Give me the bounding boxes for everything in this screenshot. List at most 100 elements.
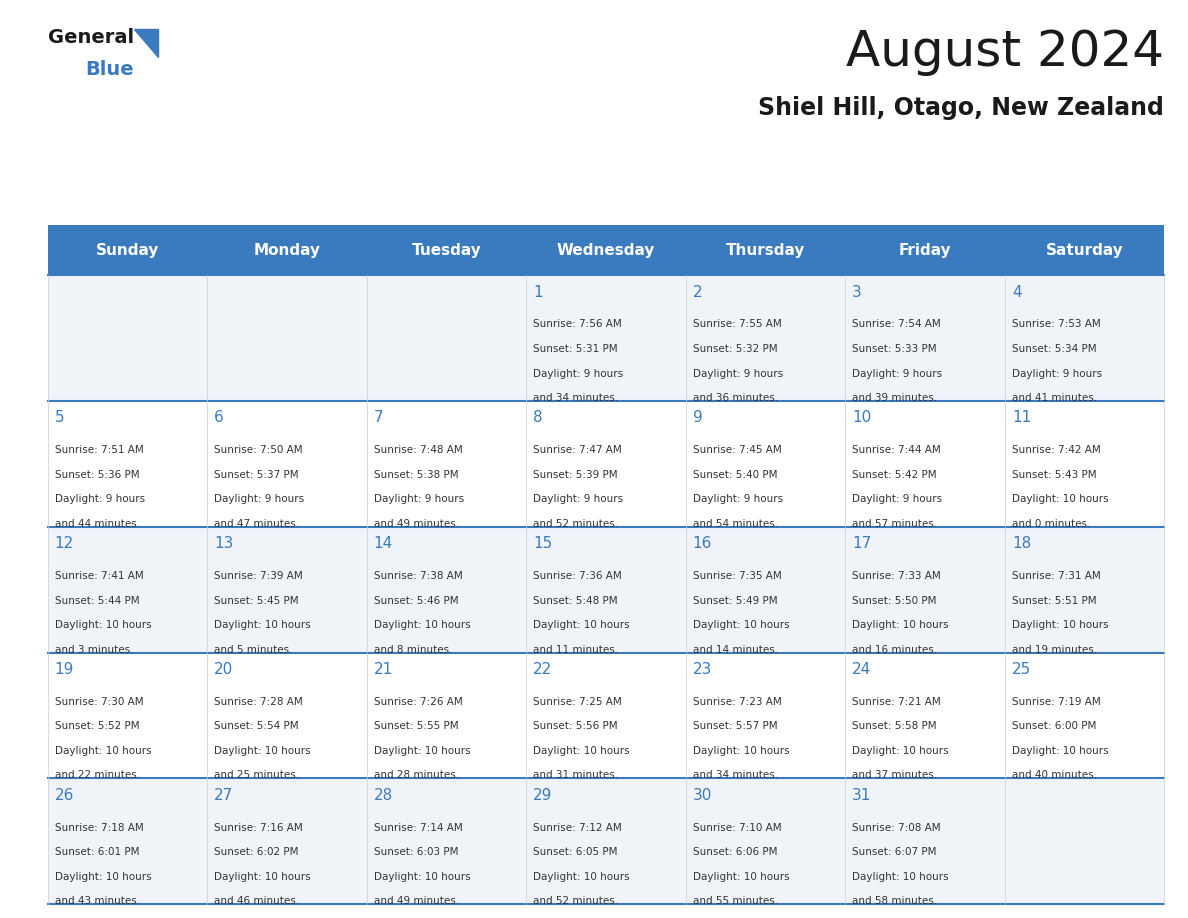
- Text: Daylight: 10 hours: Daylight: 10 hours: [214, 871, 311, 881]
- FancyBboxPatch shape: [367, 653, 526, 778]
- Text: and 43 minutes.: and 43 minutes.: [55, 896, 140, 906]
- Text: and 54 minutes.: and 54 minutes.: [693, 519, 778, 529]
- FancyBboxPatch shape: [48, 275, 207, 401]
- Text: Sunset: 5:34 PM: Sunset: 5:34 PM: [1012, 344, 1097, 354]
- FancyBboxPatch shape: [685, 653, 845, 778]
- Text: and 14 minutes.: and 14 minutes.: [693, 644, 778, 655]
- FancyBboxPatch shape: [526, 401, 685, 527]
- FancyBboxPatch shape: [1005, 778, 1164, 904]
- Text: Sunrise: 7:54 AM: Sunrise: 7:54 AM: [852, 319, 941, 330]
- Text: Sunset: 6:02 PM: Sunset: 6:02 PM: [214, 847, 298, 857]
- Text: 20: 20: [214, 662, 233, 677]
- FancyBboxPatch shape: [526, 527, 685, 653]
- FancyBboxPatch shape: [1005, 401, 1164, 527]
- Text: Daylight: 10 hours: Daylight: 10 hours: [533, 620, 630, 630]
- Text: 23: 23: [693, 662, 712, 677]
- FancyBboxPatch shape: [1005, 275, 1164, 401]
- Text: Sunday: Sunday: [95, 242, 159, 258]
- Text: and 39 minutes.: and 39 minutes.: [852, 393, 937, 403]
- Text: 4: 4: [1012, 285, 1022, 299]
- Text: Sunrise: 7:51 AM: Sunrise: 7:51 AM: [55, 445, 144, 455]
- Text: Sunrise: 7:33 AM: Sunrise: 7:33 AM: [852, 571, 941, 581]
- Text: Sunrise: 7:36 AM: Sunrise: 7:36 AM: [533, 571, 623, 581]
- Text: Sunrise: 7:41 AM: Sunrise: 7:41 AM: [55, 571, 144, 581]
- Text: Sunset: 6:07 PM: Sunset: 6:07 PM: [852, 847, 937, 857]
- FancyBboxPatch shape: [845, 653, 1005, 778]
- Text: Sunset: 5:56 PM: Sunset: 5:56 PM: [533, 722, 618, 732]
- Text: Sunrise: 7:19 AM: Sunrise: 7:19 AM: [1012, 697, 1100, 707]
- Text: 22: 22: [533, 662, 552, 677]
- Text: and 52 minutes.: and 52 minutes.: [533, 896, 619, 906]
- Text: Sunset: 5:52 PM: Sunset: 5:52 PM: [55, 722, 139, 732]
- Text: Daylight: 9 hours: Daylight: 9 hours: [214, 494, 304, 504]
- Text: and 3 minutes.: and 3 minutes.: [55, 644, 133, 655]
- Text: Sunrise: 7:18 AM: Sunrise: 7:18 AM: [55, 823, 144, 833]
- Text: Sunrise: 7:25 AM: Sunrise: 7:25 AM: [533, 697, 623, 707]
- Text: and 28 minutes.: and 28 minutes.: [374, 770, 459, 780]
- Text: and 34 minutes.: and 34 minutes.: [533, 393, 619, 403]
- FancyBboxPatch shape: [526, 778, 685, 904]
- Text: Daylight: 10 hours: Daylight: 10 hours: [693, 620, 789, 630]
- FancyBboxPatch shape: [845, 778, 1005, 904]
- Text: Daylight: 10 hours: Daylight: 10 hours: [1012, 745, 1108, 756]
- Text: Sunset: 5:32 PM: Sunset: 5:32 PM: [693, 344, 777, 354]
- Text: Sunrise: 7:38 AM: Sunrise: 7:38 AM: [374, 571, 462, 581]
- Text: and 25 minutes.: and 25 minutes.: [214, 770, 299, 780]
- Text: Daylight: 10 hours: Daylight: 10 hours: [693, 745, 789, 756]
- Text: Daylight: 10 hours: Daylight: 10 hours: [374, 620, 470, 630]
- Text: Sunset: 5:57 PM: Sunset: 5:57 PM: [693, 722, 777, 732]
- Text: Sunset: 5:58 PM: Sunset: 5:58 PM: [852, 722, 937, 732]
- Text: Daylight: 10 hours: Daylight: 10 hours: [852, 620, 949, 630]
- Text: and 46 minutes.: and 46 minutes.: [214, 896, 299, 906]
- Text: 21: 21: [374, 662, 393, 677]
- Text: Sunset: 6:00 PM: Sunset: 6:00 PM: [1012, 722, 1097, 732]
- Text: and 22 minutes.: and 22 minutes.: [55, 770, 140, 780]
- Text: 7: 7: [374, 410, 384, 425]
- Text: Sunset: 5:43 PM: Sunset: 5:43 PM: [1012, 470, 1097, 480]
- Text: Sunrise: 7:14 AM: Sunrise: 7:14 AM: [374, 823, 462, 833]
- FancyBboxPatch shape: [48, 778, 207, 904]
- Text: Tuesday: Tuesday: [411, 242, 481, 258]
- Text: Sunrise: 7:30 AM: Sunrise: 7:30 AM: [55, 697, 144, 707]
- Text: Daylight: 9 hours: Daylight: 9 hours: [55, 494, 145, 504]
- Text: and 58 minutes.: and 58 minutes.: [852, 896, 937, 906]
- Text: 10: 10: [852, 410, 872, 425]
- FancyBboxPatch shape: [526, 275, 685, 401]
- Text: Sunset: 5:37 PM: Sunset: 5:37 PM: [214, 470, 299, 480]
- FancyBboxPatch shape: [48, 225, 1164, 275]
- Text: 9: 9: [693, 410, 702, 425]
- Text: 29: 29: [533, 788, 552, 802]
- Text: Sunset: 6:01 PM: Sunset: 6:01 PM: [55, 847, 139, 857]
- Text: Daylight: 9 hours: Daylight: 9 hours: [533, 494, 624, 504]
- FancyBboxPatch shape: [207, 527, 367, 653]
- Text: 26: 26: [55, 788, 74, 802]
- Text: and 5 minutes.: and 5 minutes.: [214, 644, 292, 655]
- Text: Sunrise: 7:23 AM: Sunrise: 7:23 AM: [693, 697, 782, 707]
- Text: 15: 15: [533, 536, 552, 551]
- Text: 24: 24: [852, 662, 872, 677]
- Text: Daylight: 10 hours: Daylight: 10 hours: [852, 745, 949, 756]
- Text: Sunrise: 7:28 AM: Sunrise: 7:28 AM: [214, 697, 303, 707]
- Text: 28: 28: [374, 788, 393, 802]
- Text: Sunset: 5:40 PM: Sunset: 5:40 PM: [693, 470, 777, 480]
- FancyBboxPatch shape: [845, 527, 1005, 653]
- Text: 31: 31: [852, 788, 872, 802]
- Text: Sunset: 5:31 PM: Sunset: 5:31 PM: [533, 344, 618, 354]
- FancyBboxPatch shape: [367, 527, 526, 653]
- Text: Wednesday: Wednesday: [557, 242, 655, 258]
- Text: Daylight: 10 hours: Daylight: 10 hours: [1012, 494, 1108, 504]
- Text: Sunset: 5:44 PM: Sunset: 5:44 PM: [55, 596, 139, 606]
- FancyBboxPatch shape: [367, 778, 526, 904]
- Text: Daylight: 9 hours: Daylight: 9 hours: [374, 494, 463, 504]
- FancyBboxPatch shape: [48, 527, 207, 653]
- Text: Daylight: 9 hours: Daylight: 9 hours: [852, 368, 942, 378]
- FancyBboxPatch shape: [1005, 653, 1164, 778]
- Text: and 47 minutes.: and 47 minutes.: [214, 519, 299, 529]
- Text: and 11 minutes.: and 11 minutes.: [533, 644, 619, 655]
- Text: 5: 5: [55, 410, 64, 425]
- Text: 3: 3: [852, 285, 862, 299]
- Text: Daylight: 9 hours: Daylight: 9 hours: [1012, 368, 1102, 378]
- Text: and 55 minutes.: and 55 minutes.: [693, 896, 778, 906]
- Text: Sunrise: 7:47 AM: Sunrise: 7:47 AM: [533, 445, 623, 455]
- Text: Friday: Friday: [898, 242, 952, 258]
